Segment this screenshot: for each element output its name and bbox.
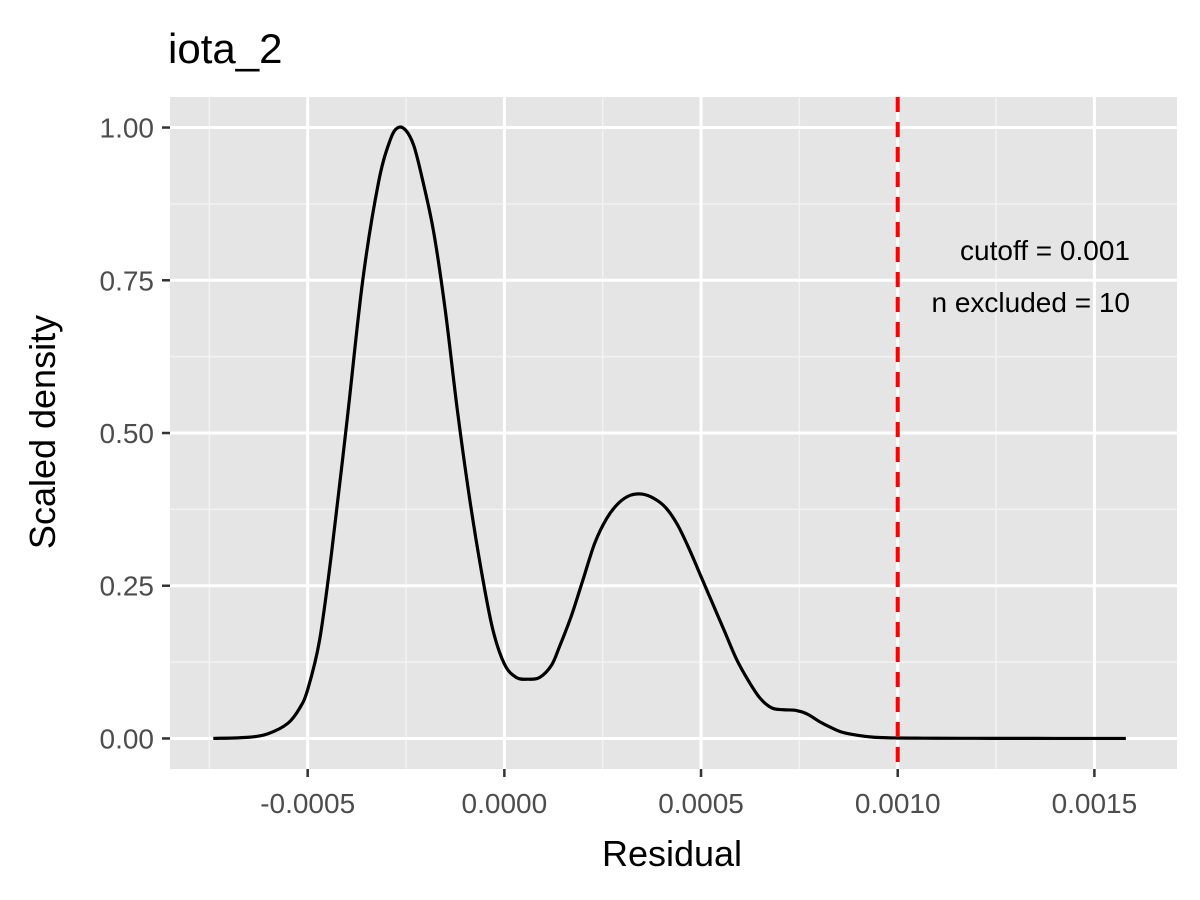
y-axis: 0.00 0.25 0.50 0.75 1.00 [100, 113, 170, 754]
x-axis-title: Residual [602, 833, 742, 874]
excluded-annotation: n excluded = 10 [932, 287, 1131, 318]
y-tick-label: 0.50 [100, 418, 155, 449]
density-curve [213, 125, 1126, 741]
x-tick-label: 0.0015 [1052, 788, 1138, 819]
y-tick-label: 0.75 [100, 265, 155, 296]
chart-title: iota_2 [168, 25, 282, 72]
major-gridlines [170, 97, 1177, 769]
y-axis-title: Scaled density [22, 315, 63, 549]
x-tick-label: 0.0005 [658, 788, 744, 819]
cutoff-annotation: cutoff = 0.001 [960, 235, 1130, 266]
x-axis: -0.0005 0.0000 0.0005 0.0010 0.0015 [260, 769, 1137, 819]
y-tick-label: 1.00 [100, 113, 155, 144]
x-tick-label: 0.0010 [855, 788, 941, 819]
y-tick-label: 0.25 [100, 571, 155, 602]
x-tick-label: -0.0005 [260, 788, 355, 819]
x-tick-label: 0.0000 [462, 788, 548, 819]
y-tick-label: 0.00 [100, 723, 155, 754]
